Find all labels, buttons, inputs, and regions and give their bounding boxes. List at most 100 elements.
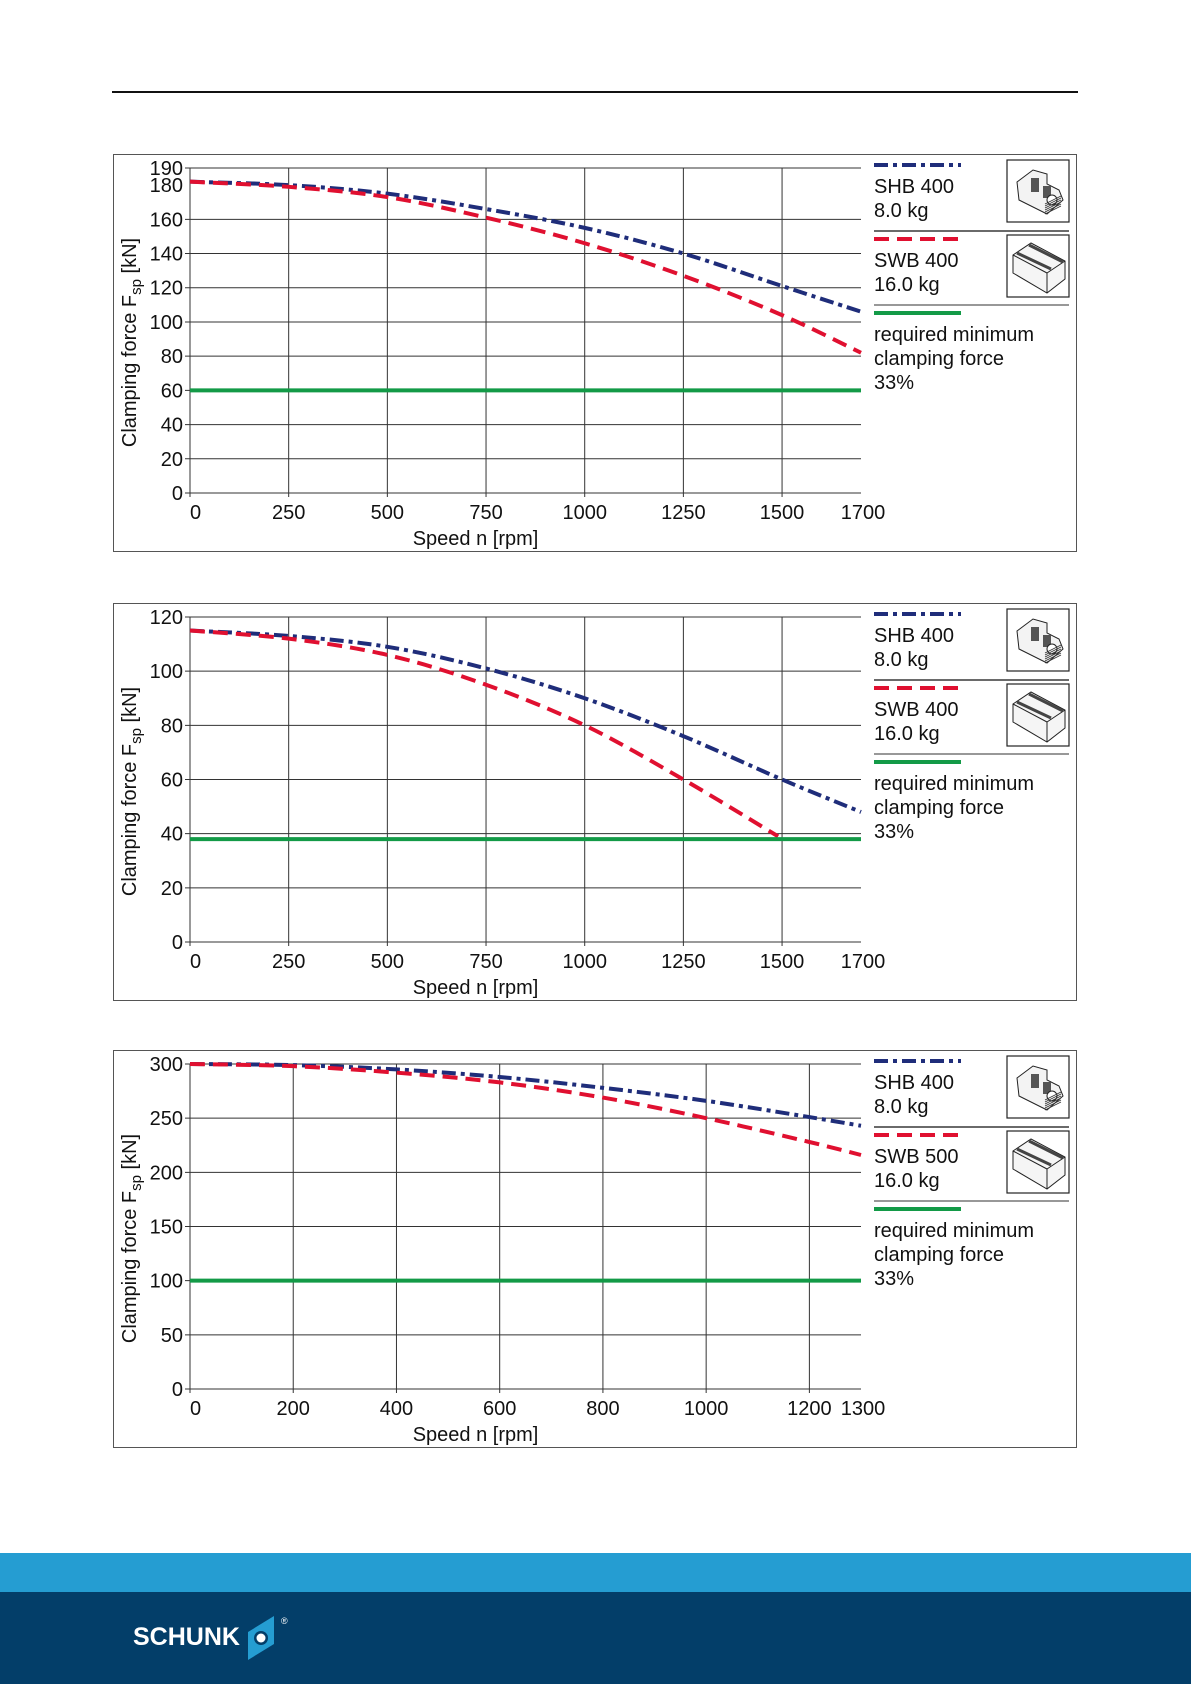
- x-tick-label: 500: [371, 502, 404, 524]
- x-tick-label: 750: [469, 951, 502, 973]
- jaw-serration: [1044, 650, 1062, 660]
- x-tick-label: 250: [272, 951, 305, 973]
- y-tick-label: 80: [161, 346, 183, 368]
- hard-jaw-icon: [1006, 608, 1070, 672]
- y-tick-label: 40: [161, 824, 183, 846]
- jaw-serration: [1028, 243, 1064, 264]
- x-tick-label: 1000: [562, 951, 607, 973]
- legend-label-shb: SHB 400: [874, 176, 954, 198]
- grid: [185, 1063, 861, 1393]
- jaw-serration: [1016, 1147, 1052, 1167]
- legend-label-min-force: clamping force: [874, 797, 1004, 819]
- schunk-logo: SCHUNK ®: [133, 1612, 288, 1662]
- jaw-serration: [1044, 199, 1062, 209]
- y-tick-label: 150: [150, 1217, 183, 1239]
- jaw-step: [1031, 178, 1039, 192]
- x-tick-label: 1700: [841, 951, 886, 973]
- jaw-edge: [1012, 1150, 1048, 1170]
- jaw-serration: [1044, 1097, 1062, 1107]
- jaw-edge: [1012, 254, 1048, 274]
- y-axis-label: Clamping force Fsp [kN]: [119, 687, 145, 896]
- legend-label-min-force: 33%: [874, 821, 914, 843]
- jaw-step: [1043, 635, 1051, 647]
- hard-jaw-icon: [1006, 1055, 1070, 1119]
- y-label-main: Clamping force F: [119, 295, 141, 447]
- x-tick-label: 1250: [661, 951, 706, 973]
- y-tick-label: 60: [161, 380, 183, 402]
- x-axis: 0 250 500 750 1000 1250 1500 1700: [190, 502, 885, 524]
- jaw-serration: [1044, 1093, 1062, 1103]
- legend-label-swb: SWB 400: [874, 699, 958, 721]
- y-label-unit: [kN]: [119, 238, 141, 279]
- x-tick-label: 200: [277, 1398, 310, 1420]
- y-axis: 0 50 100 150 200 250 300: [150, 1054, 183, 1401]
- legend-label-min-force: clamping force: [874, 1244, 1004, 1266]
- chart-frame-1: 0 20 40 60 80 100 120 140 160 180 190 0 250 500 750 100…: [113, 154, 1077, 552]
- hard-jaw-icon: [1006, 159, 1070, 223]
- y-tick-label: 120: [150, 278, 183, 300]
- series: [189, 628, 862, 842]
- chart-3: 0 50 100 150 200 250 300 0 200 400 600 800 1000 1200 1…: [119, 1054, 1070, 1446]
- logo-wordmark: SCHUNK: [133, 1622, 240, 1651]
- y-tick-label: 250: [150, 1108, 183, 1130]
- legend-weight-swb: 16.0 kg: [874, 274, 940, 296]
- series-line-shb: [189, 628, 862, 814]
- header-rule: [112, 91, 1078, 93]
- y-tick-label: 0: [172, 483, 183, 505]
- y-tick-label: 60: [161, 770, 183, 792]
- series: [189, 1062, 862, 1283]
- jaw-serration: [1044, 652, 1062, 662]
- y-tick-label: 80: [161, 715, 183, 737]
- jaw-serration: [1044, 644, 1062, 654]
- jaw-serration: [1028, 1139, 1064, 1160]
- legend-label-min-force: required minimum: [874, 1220, 1034, 1242]
- y-axis-label: Clamping force Fsp [kN]: [119, 1134, 145, 1343]
- x-tick-label: 1500: [760, 951, 805, 973]
- legend-label-min-force: 33%: [874, 372, 914, 394]
- x-tick-label: 0: [190, 1398, 201, 1420]
- y-label-sub: sp: [128, 1175, 145, 1191]
- x-tick-label: 600: [483, 1398, 516, 1420]
- jaw-serration: [1044, 197, 1062, 207]
- jaw-serration: [1044, 646, 1062, 656]
- y-tick-label: 100: [150, 312, 183, 334]
- y-tick-label: 0: [172, 932, 183, 954]
- x-axis-label: Speed n [rpm]: [413, 1424, 539, 1446]
- x-tick-label: 250: [272, 502, 305, 524]
- y-label-unit: [kN]: [119, 1134, 141, 1175]
- jaw-serration: [1044, 1099, 1062, 1109]
- logo-mark-icon: [247, 1616, 274, 1660]
- legend-label-min-force: required minimum: [874, 773, 1034, 795]
- x-tick-label: 1250: [661, 502, 706, 524]
- jaw-serration: [1044, 654, 1062, 664]
- jaw-bore: [1046, 1090, 1058, 1102]
- x-axis-label: Speed n [rpm]: [413, 977, 539, 999]
- x-tick-label: 750: [469, 502, 502, 524]
- y-label-sub: sp: [128, 279, 145, 295]
- y-tick-label: 190: [150, 158, 183, 180]
- y-tick-label: 160: [150, 209, 183, 231]
- y-tick-label: 100: [150, 1271, 183, 1293]
- soft-jaw-icon: [1006, 234, 1070, 298]
- series: [189, 179, 862, 393]
- legend-label-swb: SWB 500: [874, 1146, 958, 1168]
- jaw-step: [1043, 186, 1051, 198]
- series-line-swb: [189, 628, 780, 839]
- legend-weight-shb: 8.0 kg: [874, 200, 928, 222]
- y-tick-label: 300: [150, 1054, 183, 1076]
- x-axis: 0 200 400 600 800 1000 1200 1300: [190, 1398, 885, 1420]
- x-axis: 0 250 500 750 1000 1250 1500 1700: [190, 951, 885, 973]
- series-line-swb: [189, 179, 862, 355]
- x-tick-label: 1700: [841, 502, 886, 524]
- y-tick-label: 20: [161, 449, 183, 471]
- jaw-bore: [1046, 194, 1058, 206]
- x-tick-label: 0: [190, 502, 201, 524]
- soft-jaw-icon: [1006, 683, 1070, 747]
- legend-label-shb: SHB 400: [874, 625, 954, 647]
- jaw-serration: [1028, 692, 1064, 713]
- x-tick-label: 1500: [760, 502, 805, 524]
